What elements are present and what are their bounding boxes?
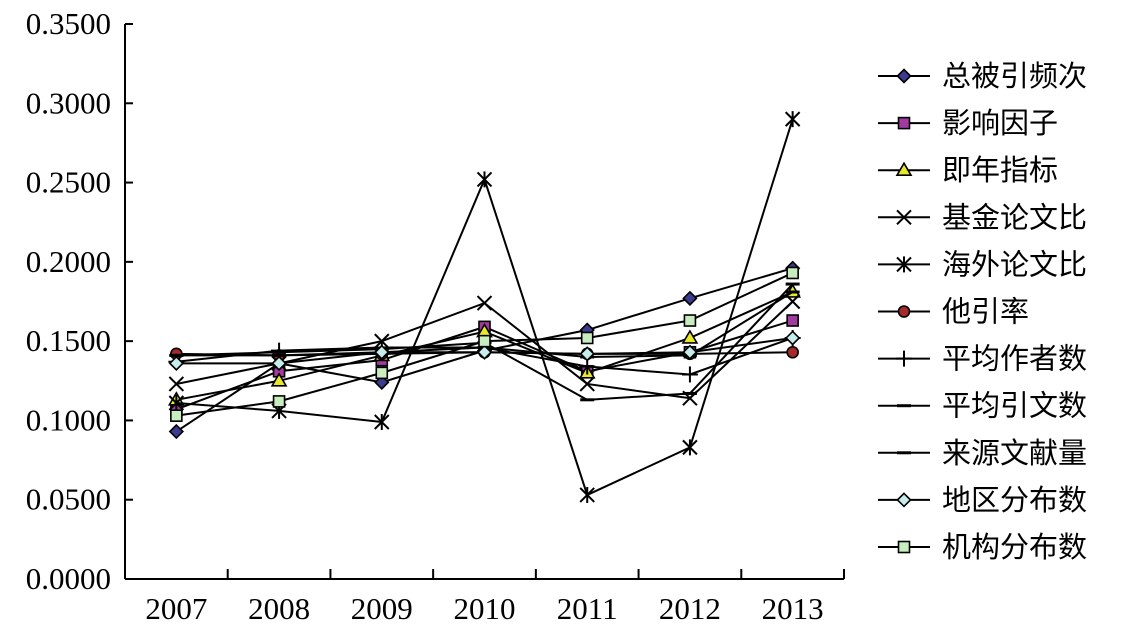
legend-label: 海外论文比 <box>942 247 1087 281</box>
data-point <box>374 414 390 431</box>
x-tick-label: 2010 <box>454 591 516 626</box>
legend-label: 影响因子 <box>942 106 1058 140</box>
legend-label: 来源文献量 <box>942 436 1087 470</box>
data-point <box>478 334 491 348</box>
legend-marker <box>896 68 912 84</box>
y-tick-label: 0.1500 <box>26 323 111 358</box>
data-point <box>579 346 595 362</box>
data-point <box>682 439 698 456</box>
legend-item: 平均作者数 <box>878 342 1087 376</box>
data-point <box>271 355 287 371</box>
legend-label: 平均引文数 <box>942 389 1087 423</box>
y-tick-label: 0.0000 <box>26 561 111 596</box>
series-layer <box>167 111 802 503</box>
data-point <box>682 290 698 306</box>
x-tick-label: 2008 <box>248 591 310 626</box>
data-point <box>681 329 699 344</box>
data-point <box>579 376 595 392</box>
data-point <box>786 314 799 327</box>
legend-label: 即年指标 <box>942 153 1058 187</box>
legend-item: 即年指标 <box>878 153 1058 187</box>
legend-label: 基金论文比 <box>942 200 1087 234</box>
legend-marker <box>897 116 911 130</box>
data-point <box>168 355 184 371</box>
legend-label: 地区分布数 <box>942 483 1087 517</box>
data-point <box>476 171 493 188</box>
x-tick-label: 2011 <box>557 591 618 626</box>
x-tick-label: 2007 <box>145 591 207 626</box>
data-point <box>786 345 799 359</box>
y-tick-label: 0.2500 <box>26 165 111 200</box>
data-point <box>170 409 183 422</box>
legend-marker <box>896 256 912 273</box>
legend: 总被引频次影响因子即年指标基金论文比海外论文比他引率平均作者数平均引文数来源文献… <box>878 59 1087 564</box>
y-tick-label: 0.1000 <box>26 402 111 437</box>
legend-item: 他引率 <box>878 295 1029 329</box>
legend-item: 基金论文比 <box>878 200 1087 234</box>
data-point <box>580 331 594 345</box>
x-tick-label: 2013 <box>762 591 824 626</box>
series-9 <box>168 330 801 371</box>
data-point <box>272 395 286 408</box>
legend-item: 平均引文数 <box>878 389 1087 423</box>
legend-item: 海外论文比 <box>878 247 1087 281</box>
legend-item: 地区分布数 <box>878 483 1087 517</box>
legend-label: 机构分布数 <box>942 530 1087 564</box>
data-point <box>784 293 801 310</box>
legend-marker <box>897 540 911 554</box>
y-tick-label: 0.2000 <box>26 244 111 279</box>
data-point <box>579 486 595 503</box>
data-point <box>476 295 493 311</box>
legend-label: 总被引频次 <box>942 59 1087 93</box>
data-point <box>682 344 698 360</box>
legend-item: 总被引频次 <box>878 59 1087 93</box>
legend-label: 他引率 <box>942 295 1029 329</box>
y-tick-label: 0.3000 <box>26 85 111 120</box>
data-point <box>168 376 185 392</box>
axes: 0.0000 0.0500 0.1000 0.1500 0.2000 0.2500 0.30… <box>26 6 845 626</box>
series-10 <box>170 266 799 422</box>
data-point <box>681 366 698 383</box>
legend-marker <box>896 209 912 226</box>
legend-marker <box>895 161 913 176</box>
legend-marker <box>896 350 912 367</box>
data-point <box>270 372 288 387</box>
x-tick-label: 2012 <box>659 591 721 626</box>
data-point <box>785 330 801 346</box>
data-point <box>375 366 389 380</box>
x-tick-label: 2009 <box>351 591 413 626</box>
data-point <box>784 111 801 128</box>
data-point <box>683 314 697 327</box>
legend-marker <box>896 492 912 508</box>
data-point <box>786 266 799 280</box>
data-point <box>168 394 185 411</box>
legend-marker <box>897 305 911 318</box>
series-4 <box>168 111 801 503</box>
data-point <box>476 344 493 360</box>
data-point <box>168 423 184 440</box>
legend-item: 影响因子 <box>878 106 1058 140</box>
data-point <box>374 344 390 360</box>
y-tick-label: 0.0500 <box>26 482 111 517</box>
legend-item: 来源文献量 <box>878 436 1087 470</box>
legend-item: 机构分布数 <box>878 530 1087 564</box>
legend-label: 平均作者数 <box>942 342 1087 376</box>
y-tick-label: 0.3500 <box>26 6 111 41</box>
